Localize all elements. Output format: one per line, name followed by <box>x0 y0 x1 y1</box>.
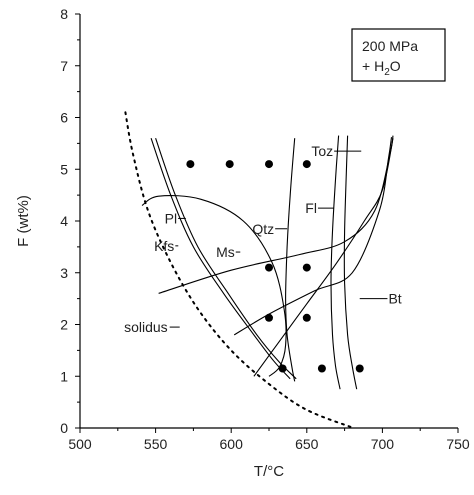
data-point-8 <box>302 313 311 322</box>
x-axis-title: T/°C <box>254 463 284 480</box>
conditions-fluid-subscript: 2 <box>384 67 390 78</box>
x-tick-label-650: 650 <box>295 436 319 452</box>
conditions-box: 200 MPa + H2O <box>351 28 446 82</box>
x-tick-label-750: 750 <box>446 436 470 452</box>
x-tick-label-700: 700 <box>371 436 395 452</box>
curve-label-bt: Bt <box>388 291 401 307</box>
data-point-3 <box>265 160 273 169</box>
solidus-curve <box>124 111 355 429</box>
y-tick-label-5: 5 <box>60 161 68 177</box>
y-tick-label-0: 0 <box>60 420 68 436</box>
data-point-10 <box>317 364 326 373</box>
data-point-5 <box>265 263 273 272</box>
conditions-frame <box>351 28 446 82</box>
data-point-7 <box>265 313 273 322</box>
conditions-pressure: 200 MPa <box>362 38 418 54</box>
data-point-6 <box>302 263 311 272</box>
y-axis-title: F (wt%) <box>15 195 32 247</box>
data-point-1 <box>186 160 195 169</box>
data-point-9 <box>278 364 287 373</box>
curve-ms <box>141 195 287 377</box>
curve-toz-b <box>343 135 358 390</box>
plot-elements: 500 550 600 650 700 750 0 1 2 3 4 5 6 7 8 solidus Kfs Pl M… <box>60 6 470 452</box>
solidus-label: solidus <box>124 319 168 335</box>
x-tick-label-600: 600 <box>220 436 244 452</box>
data-point-4 <box>302 160 311 169</box>
y-tick-label-2: 2 <box>60 317 68 333</box>
data-point-11 <box>355 364 364 373</box>
data-point-2 <box>225 160 234 169</box>
conditions-fluid: + H2O <box>362 58 401 78</box>
y-tick-label-3: 3 <box>60 265 68 281</box>
curve-label-fl: Fl <box>305 200 317 216</box>
curve-toz <box>330 135 341 390</box>
curve-label-ms: Ms <box>216 244 235 260</box>
conditions-fluid-prefix: + H <box>362 58 384 74</box>
y-tick-label-7: 7 <box>60 58 68 74</box>
curve-qtz <box>285 138 296 382</box>
curve-ms-b <box>253 138 394 377</box>
curve-label-toz: Toz <box>311 143 333 159</box>
y-tick-label-4: 4 <box>60 213 68 229</box>
y-tick-label-8: 8 <box>60 6 68 22</box>
conditions-fluid-suffix: O <box>390 58 401 74</box>
x-tick-label-550: 550 <box>144 436 168 452</box>
curve-label-pl: Pl <box>165 210 177 226</box>
x-tick-label-500: 500 <box>68 436 92 452</box>
curve-label-kfs: Kfs <box>154 238 174 254</box>
curve-label-qtz: Qtz <box>252 221 274 237</box>
y-tick-label-1: 1 <box>60 368 68 384</box>
curve-fl <box>158 135 394 294</box>
y-tick-label-6: 6 <box>60 110 68 126</box>
